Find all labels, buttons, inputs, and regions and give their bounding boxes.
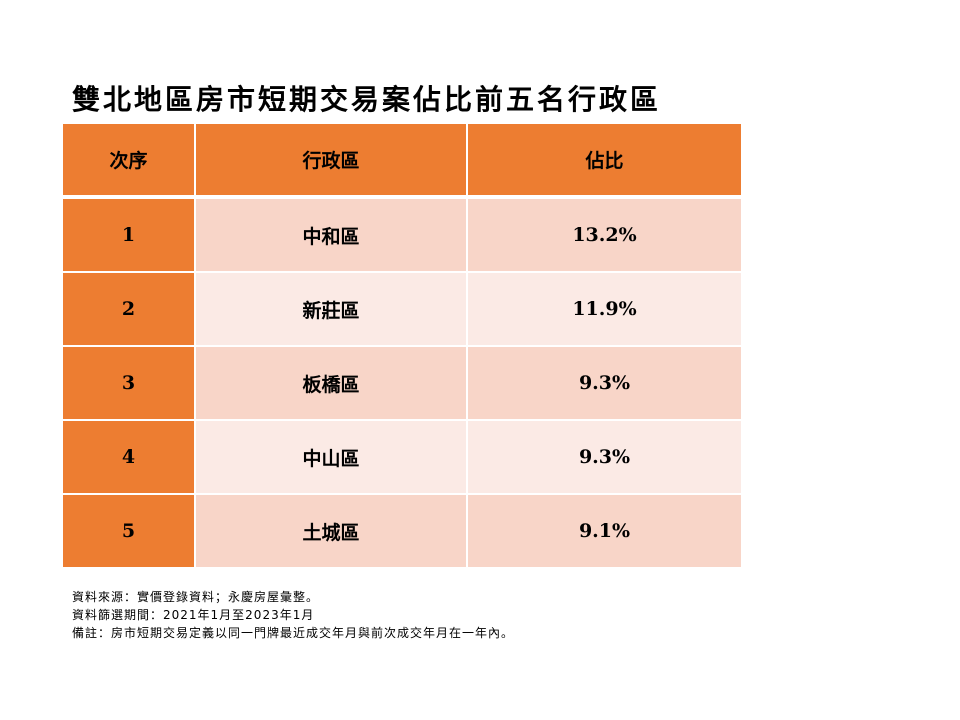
share-cell: 13.2% [466, 196, 743, 273]
header-district: 行政區 [194, 122, 468, 198]
district-cell: 土城區 [194, 493, 468, 569]
table-row: 1 中和區 13.2% [61, 196, 743, 273]
share-cell: 9.1% [466, 493, 743, 569]
share-cell: 11.9% [466, 271, 743, 347]
header-share: 佔比 [466, 122, 743, 198]
share-cell: 9.3% [466, 345, 743, 421]
district-cell: 中和區 [194, 196, 468, 273]
page-title: 雙北地區房市短期交易案佔比前五名行政區 [72, 83, 662, 116]
rank-cell: 1 [61, 196, 196, 273]
table-row: 3 板橋區 9.3% [61, 345, 743, 421]
rank-cell: 5 [61, 493, 196, 569]
district-cell: 中山區 [194, 419, 468, 495]
header-rank: 次序 [61, 122, 196, 198]
period-note: 資料篩選期間：2021年1月至2023年1月 [72, 608, 315, 622]
table-row: 4 中山區 9.3% [61, 419, 743, 495]
definition-note: 備註：房市短期交易定義以同一門牌最近成交年月與前次成交年月在一年內。 [72, 626, 515, 640]
table-row: 2 新莊區 11.9% [61, 271, 743, 347]
rank-cell: 3 [61, 345, 196, 421]
share-cell: 9.3% [466, 419, 743, 495]
rank-cell: 4 [61, 419, 196, 495]
table-row: 5 土城區 9.1% [61, 493, 743, 569]
source-note: 資料來源：實價登錄資料；永慶房屋彙整。 [72, 590, 320, 604]
district-cell: 新莊區 [194, 271, 468, 347]
rank-cell: 2 [61, 271, 196, 347]
table-header-row: 次序 行政區 佔比 [61, 122, 743, 198]
footnotes: 資料來源：實價登錄資料；永慶房屋彙整。 資料篩選期間：2021年1月至2023年… [72, 588, 514, 642]
ranking-table: 次序 行政區 佔比 1 中和區 13.2% 2 新莊區 11.9% 3 板橋區 … [61, 122, 743, 569]
district-cell: 板橋區 [194, 345, 468, 421]
